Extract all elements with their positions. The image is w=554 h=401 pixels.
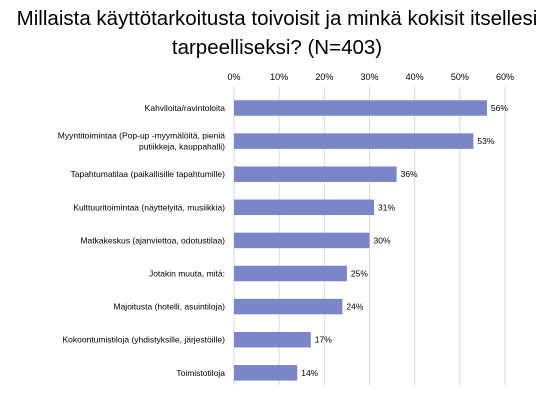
chart-title-line-2: tarpeelliseksi? (N=403)	[171, 36, 383, 59]
category-label: Jotakin muuta, mitä:	[149, 269, 225, 279]
x-tick-label: 20%	[315, 72, 333, 82]
data-label: 31%	[378, 202, 395, 212]
data-label: 36%	[401, 169, 418, 179]
bar	[234, 133, 474, 149]
data-label: 25%	[351, 269, 368, 279]
bar	[234, 331, 311, 348]
x-tick-label: 60%	[496, 72, 514, 82]
bar	[234, 100, 487, 116]
bar	[234, 265, 347, 282]
bar	[234, 365, 298, 381]
x-tick-label: 30%	[360, 72, 378, 82]
x-axis-ticks: 0% 10% 20% 30% 40% 50% 60%	[227, 72, 514, 82]
x-tick-label: 0%	[227, 72, 240, 82]
data-label: 53%	[477, 136, 494, 146]
bar	[234, 298, 343, 315]
category-label: Myyntitoimintaa (Pop-up -myymälöitä, pie…	[58, 131, 226, 152]
bar	[234, 232, 370, 249]
chart-title: Millaista käyttötarkoitusta toivoisit ja…	[0, 4, 554, 62]
data-label: 14%	[301, 368, 318, 378]
data-label: 56%	[491, 103, 508, 113]
data-label: 30%	[374, 235, 391, 245]
category-label: Majoitusta (hotelli, asuintiloja)	[114, 302, 226, 312]
bar	[234, 199, 375, 216]
category-label: Kokoontumistiloja (yhdistyksille, järjes…	[62, 335, 225, 345]
data-labels: 56% 53% 36% 31% 30% 25% 24% 17% 14%	[301, 103, 508, 378]
data-label: 24%	[346, 302, 363, 312]
category-labels: Kahviloita/ravintoloita Myyntitoimintaa (…	[58, 103, 226, 378]
category-label: Kulttuuritoimintaa (näyttelyitä, musiikk…	[73, 202, 225, 212]
category-label: Toimistotiloja	[176, 368, 225, 378]
chart-title-line-1: Millaista käyttötarkoitusta toivoisit ja…	[16, 7, 538, 30]
category-label: Kahviloita/ravintoloita	[145, 103, 226, 113]
bars	[234, 100, 487, 381]
x-tick-label: 50%	[451, 72, 469, 82]
bar	[234, 166, 397, 182]
x-tick-label: 40%	[406, 72, 424, 82]
category-label: Matkakeskus (ajanviettoa, odotustilaa)	[80, 235, 225, 245]
x-tick-label: 10%	[270, 72, 288, 82]
category-label: Tapahtumatilaa (paikallisille tapahtumil…	[71, 169, 226, 179]
data-label: 17%	[315, 335, 332, 345]
